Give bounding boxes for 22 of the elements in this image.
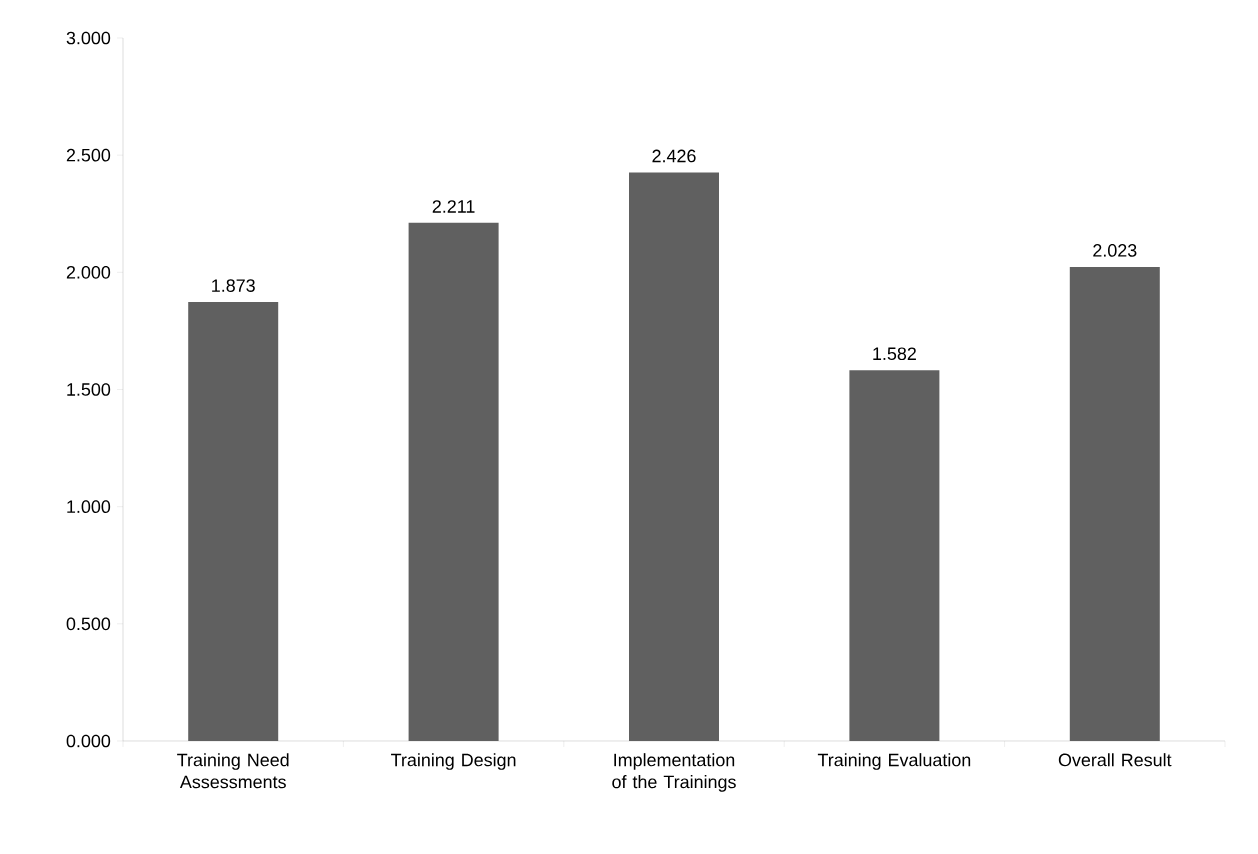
data-label: 1.582 <box>873 347 916 361</box>
bar <box>188 302 279 741</box>
y-tick-label: 0.500 <box>66 617 111 631</box>
x-tick-label: Training Design <box>391 753 516 770</box>
y-tick-label: 0.000 <box>66 734 111 748</box>
data-label: 1.873 <box>212 279 255 292</box>
data-label: 2.426 <box>652 149 696 163</box>
y-tick-label: 1.000 <box>67 500 111 513</box>
data-label: 2.023 <box>1093 244 1137 257</box>
bar <box>1069 266 1160 741</box>
y-tick-label: 2.000 <box>66 265 111 279</box>
bar <box>849 370 940 741</box>
bar <box>408 222 499 741</box>
x-tick-label: Training Need Assessments <box>177 753 289 789</box>
y-tick-label: 3.000 <box>66 31 111 45</box>
bar <box>629 172 719 741</box>
x-tick-label: Implementation of the Trainings <box>612 753 736 792</box>
x-tick-label: Training Evaluation <box>817 753 971 770</box>
y-tick-label: 1.500 <box>67 383 111 396</box>
data-label: 2.211 <box>432 200 475 213</box>
y-tick-label: 2.500 <box>66 148 111 162</box>
x-tick-label: Overall Result <box>1058 753 1172 767</box>
